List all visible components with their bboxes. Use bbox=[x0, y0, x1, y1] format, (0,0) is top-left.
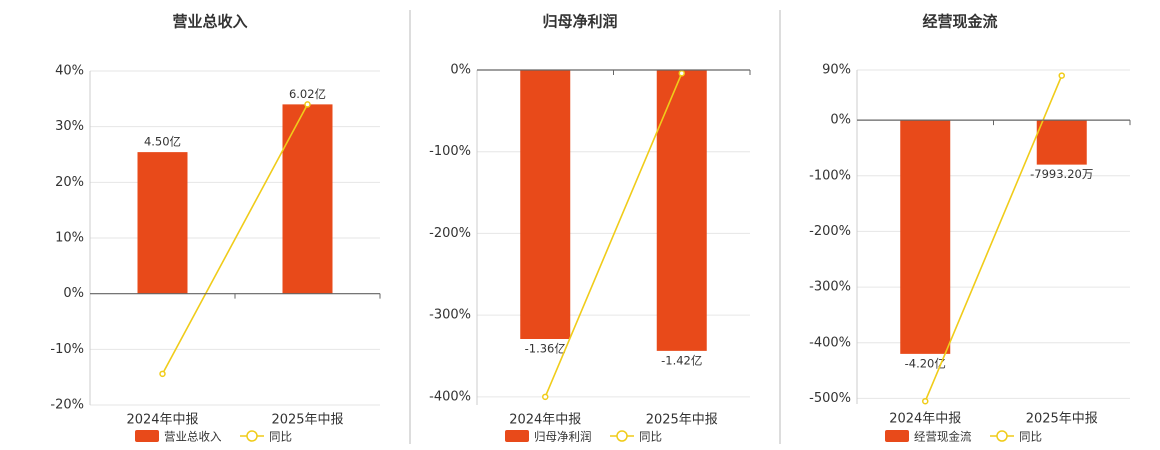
y-tick-label: -200% bbox=[809, 224, 851, 239]
legend-label: 同比 bbox=[269, 430, 292, 444]
line-point bbox=[159, 370, 166, 378]
line bbox=[924, 75, 1063, 402]
bar bbox=[900, 120, 951, 354]
y-tick-label: -10% bbox=[50, 342, 84, 357]
data-label: -1.36亿 bbox=[525, 341, 566, 355]
y-tick-label: 30% bbox=[55, 119, 84, 134]
line-point bbox=[542, 393, 549, 401]
line-point bbox=[304, 101, 311, 108]
x-tick-label: 2024年中报 bbox=[126, 413, 198, 428]
legend-label: 同比 bbox=[1019, 430, 1042, 444]
legend-marker bbox=[616, 430, 628, 442]
y-tick-label: -500% bbox=[809, 391, 851, 406]
chart-title: 营业总收入 bbox=[172, 13, 247, 31]
line bbox=[544, 72, 683, 398]
y-tick-label: -20% bbox=[50, 398, 84, 413]
x-tick-label: 2025年中报 bbox=[1026, 412, 1098, 427]
x-tick-label: 2025年中报 bbox=[646, 413, 718, 428]
y-tick-label: -200% bbox=[429, 226, 471, 241]
legend-swatch bbox=[135, 430, 159, 442]
legend-label: 同比 bbox=[639, 430, 662, 444]
legend-swatch bbox=[885, 430, 909, 442]
x-tick-label: 2024年中报 bbox=[889, 412, 961, 427]
line-point bbox=[678, 70, 685, 77]
y-tick-label: -100% bbox=[809, 168, 851, 183]
y-tick-label: 0% bbox=[450, 63, 471, 78]
y-tick-label: -400% bbox=[429, 389, 471, 404]
y-tick-label: -400% bbox=[809, 335, 851, 350]
legend-marker bbox=[996, 430, 1008, 442]
chart-title: 经营现金流 bbox=[922, 13, 997, 31]
data-label: -4.20亿 bbox=[905, 356, 946, 370]
bar bbox=[1036, 120, 1087, 165]
data-label: 6.02亿 bbox=[289, 87, 326, 101]
data-label: -7993.20万 bbox=[1030, 167, 1093, 181]
y-tick-label: 20% bbox=[55, 175, 84, 190]
bar bbox=[520, 70, 571, 339]
chart-title: 归母净利润 bbox=[542, 13, 617, 31]
legend-marker bbox=[246, 430, 258, 442]
data-label: 4.50亿 bbox=[144, 135, 181, 149]
line bbox=[161, 104, 309, 375]
line-point bbox=[922, 397, 929, 405]
bar bbox=[137, 152, 188, 294]
legend-label: 营业总收入 bbox=[164, 430, 222, 444]
x-tick-label: 2024年中报 bbox=[509, 413, 581, 428]
y-tick-label: -100% bbox=[429, 144, 471, 159]
legend-swatch bbox=[505, 430, 529, 442]
y-tick-label: 0% bbox=[63, 286, 84, 301]
legend-label: 归母净利润 bbox=[534, 430, 592, 444]
y-tick-label: -300% bbox=[429, 308, 471, 323]
y-tick-label: 10% bbox=[55, 231, 84, 246]
bar bbox=[282, 104, 333, 294]
line-point bbox=[1058, 72, 1065, 79]
y-tick-label: -300% bbox=[809, 280, 851, 295]
bar bbox=[656, 70, 707, 351]
x-tick-label: 2025年中报 bbox=[271, 413, 343, 428]
y-tick-label: 90% bbox=[822, 63, 851, 78]
y-tick-label: 0% bbox=[830, 113, 851, 128]
data-label: -1.42亿 bbox=[661, 353, 702, 367]
y-tick-label: 40% bbox=[55, 64, 84, 79]
legend-label: 经营现金流 bbox=[914, 430, 972, 444]
